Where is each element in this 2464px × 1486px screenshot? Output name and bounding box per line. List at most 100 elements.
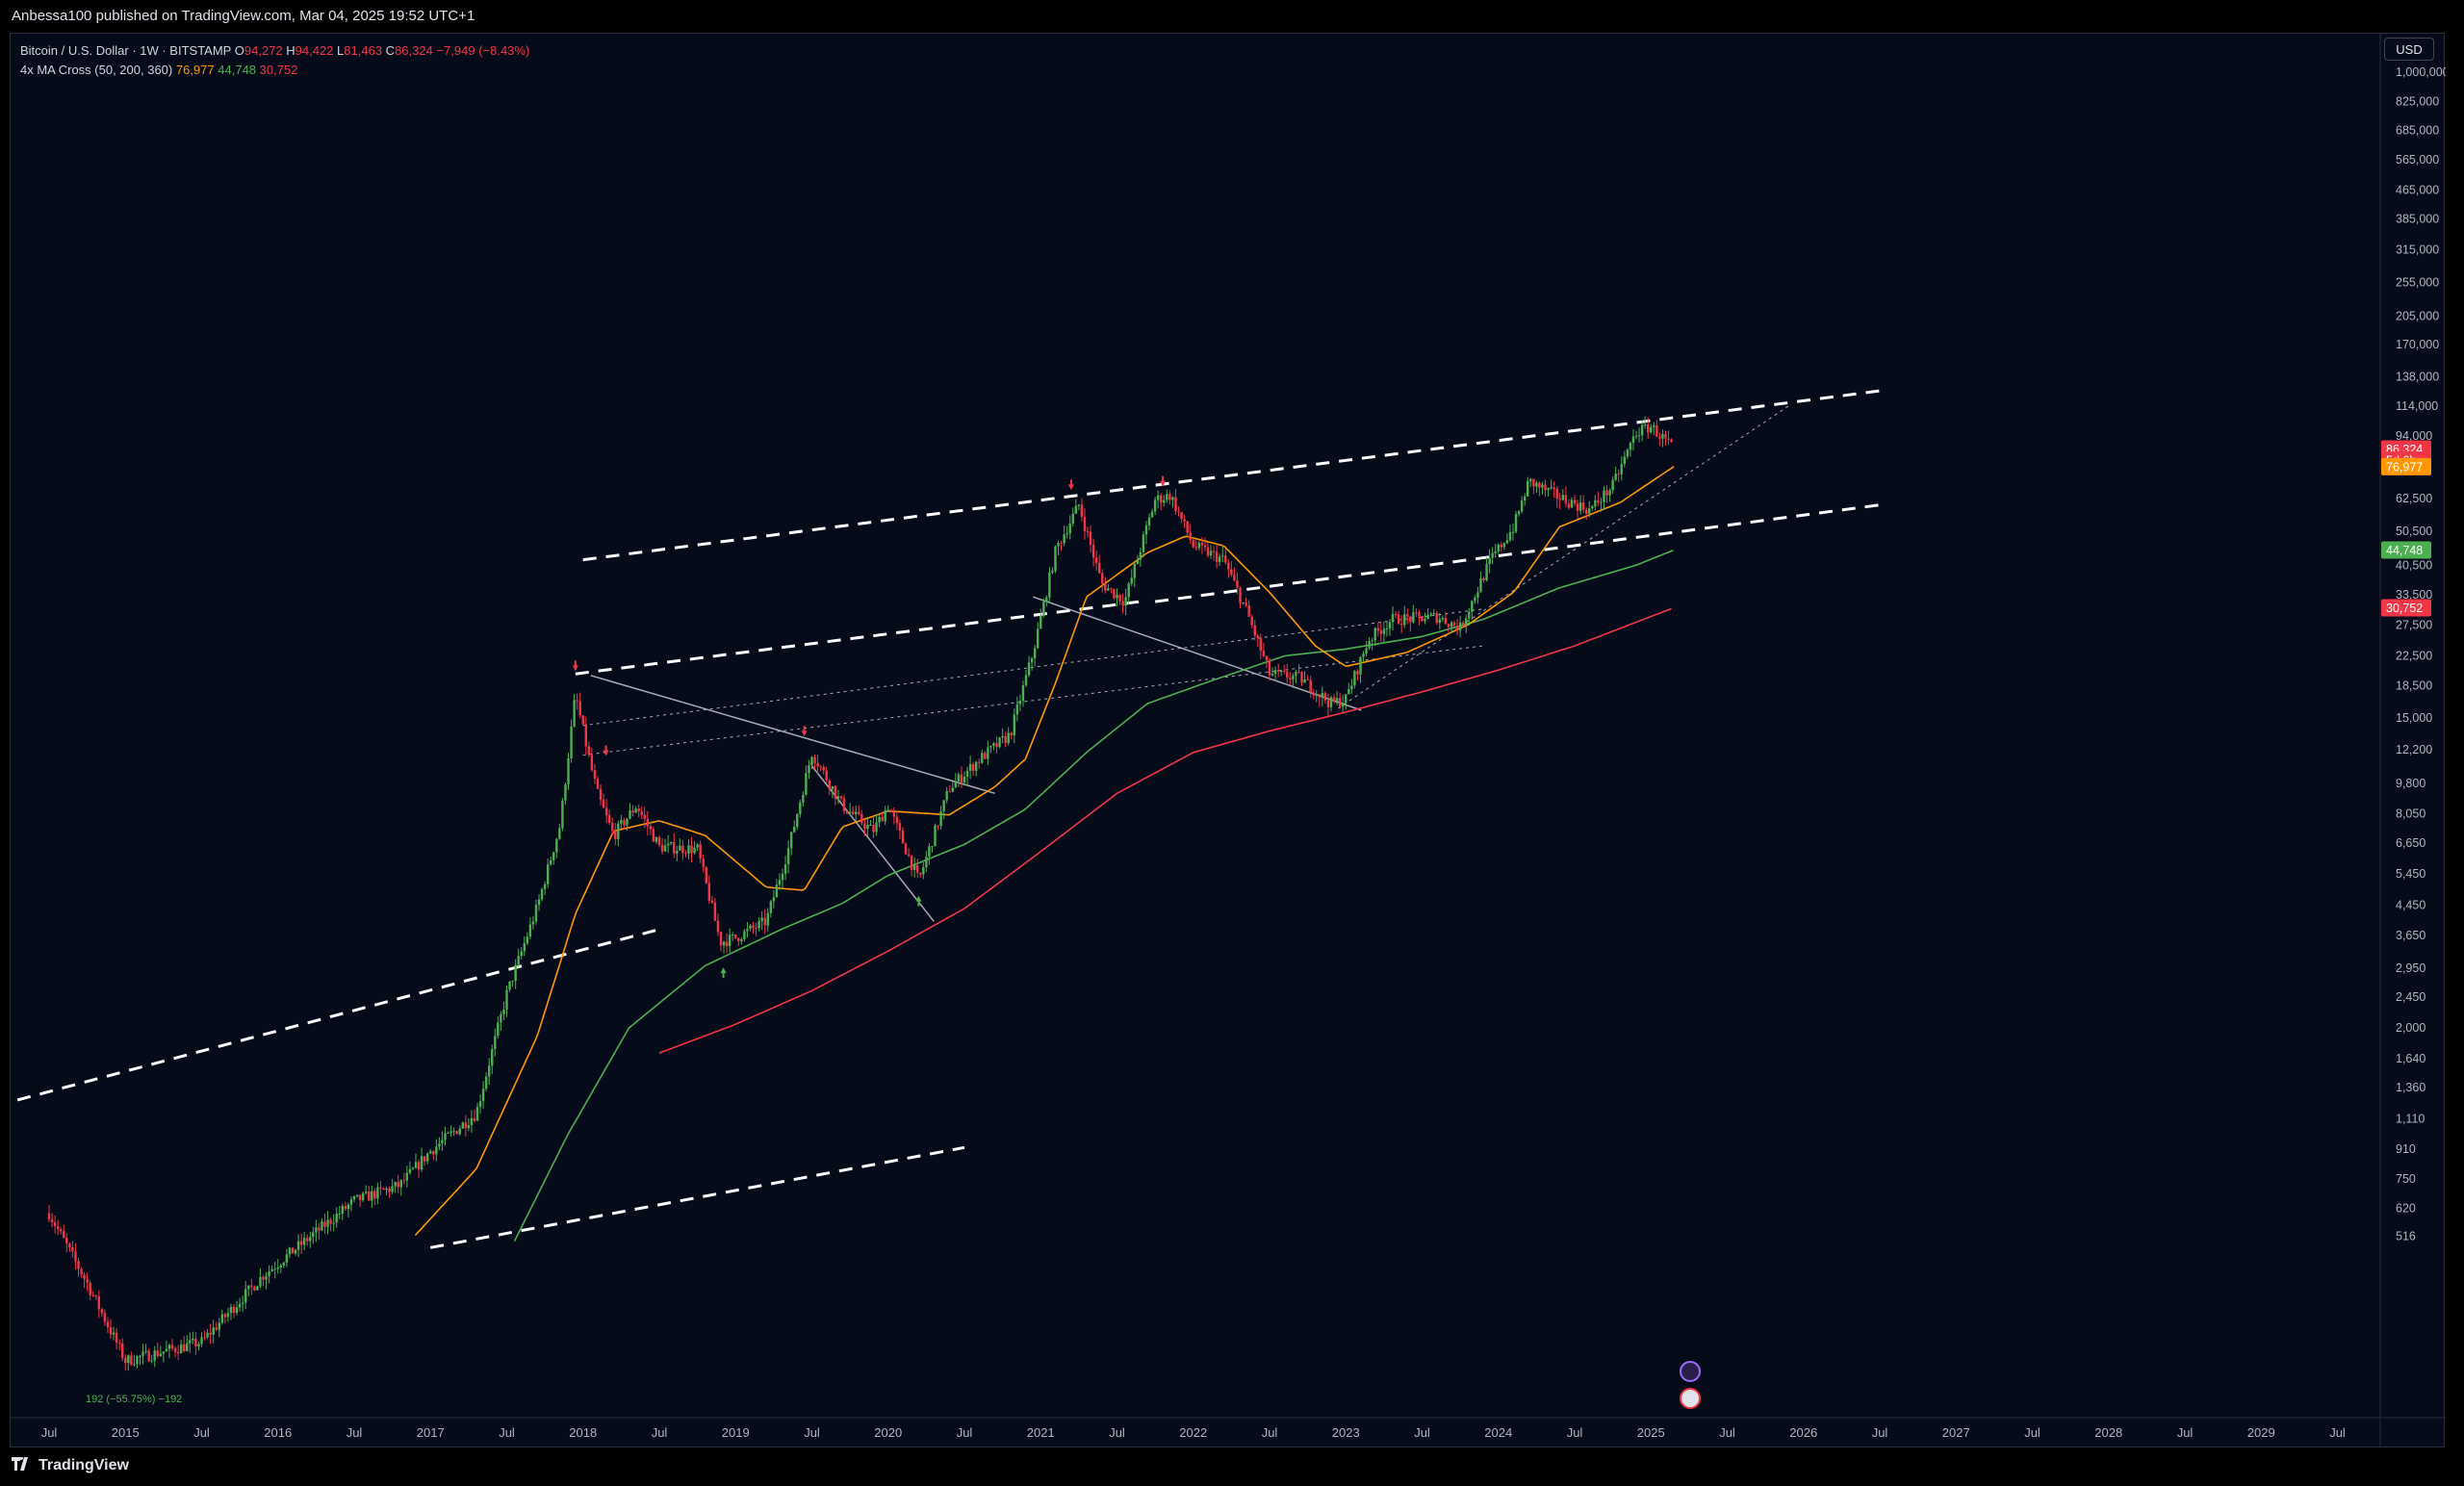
change-value: −7,949 (−8.43%) [436,43,530,58]
candle-body [813,756,816,764]
candle-body [112,1332,116,1335]
candle-body [478,1101,482,1108]
candle-body [86,1278,89,1283]
candle-body [581,715,584,725]
candle-body [1532,478,1535,487]
candle-body [315,1227,318,1233]
candle-body [502,1009,505,1014]
high-label: H [286,43,295,58]
candle-body [937,825,939,827]
candle-body [1309,679,1312,693]
candle-body [1432,613,1435,615]
candle-body [1130,577,1133,584]
x-tick-label: 2022 [1179,1425,1207,1440]
ma50-line [414,466,1675,1237]
candle-body [699,844,702,859]
candle-body [1567,503,1571,508]
flag-event-icon[interactable] [1680,1388,1701,1409]
candle-body [898,823,902,831]
candle-body [291,1247,295,1254]
buy-arrow-marker [720,967,727,979]
candle-body [957,774,961,781]
y-tick-label: 6,650 [2396,836,2426,850]
y-tick-label: 40,500 [2396,558,2432,572]
price-badge-label: 30,752 [2386,602,2423,615]
candle-body [916,865,919,873]
candle-body [799,802,802,814]
chart-pane[interactable]: 1,000,000 825,000 685,000 565,000 465,000 385… [10,33,2446,1448]
candle-body [707,883,711,901]
candle-body [1300,672,1303,683]
candle-body [1245,602,1247,606]
ma200-line [513,550,1674,1243]
candle-body [892,812,896,817]
candle-body [388,1188,391,1192]
price-chart[interactable]: 1,000,000 825,000 685,000 565,000 465,000 385… [11,34,2446,1448]
candle-body [464,1122,468,1129]
candle-body [889,809,892,813]
candle-body [338,1214,341,1216]
candle-body [775,884,779,898]
candle-body [657,837,661,845]
footer: TradingView [0,1448,2464,1486]
candle-body [629,810,631,819]
candle-body [1447,624,1450,628]
candle-body [417,1162,421,1170]
candle-body [1538,482,1541,488]
candle-body [919,872,922,875]
x-tick-label: Jul [1719,1425,1735,1440]
candle-body [1661,434,1664,439]
x-tick-label: Jul [1262,1425,1278,1440]
candle-body [1063,534,1065,544]
candle-body [907,854,911,856]
candle-body [1265,655,1269,661]
y-tick-label: 4,450 [2396,898,2426,911]
candle-body [488,1065,491,1077]
currency-button[interactable]: USD [2384,38,2434,61]
symbol-title[interactable]: Bitcoin / U.S. Dollar · 1W · BITSTAMP [20,43,232,58]
candle-body [1144,525,1148,535]
candle-body [584,724,587,747]
high-value: 94,422 [295,43,334,58]
candle-body [1353,671,1356,686]
candle-body [1160,495,1163,503]
y-tick-label: 315,000 [2396,243,2439,257]
candle-body [68,1243,71,1248]
candle-body [215,1327,218,1330]
candle-body [1584,509,1588,514]
candle-body [382,1188,385,1191]
candle-body [1221,555,1224,557]
candle-body [1371,640,1373,642]
candle-body [71,1247,74,1252]
candle-body [508,981,511,990]
candle-body [144,1350,147,1352]
candle-body [1403,614,1406,626]
candle-body [133,1364,136,1366]
candle-body [473,1117,476,1121]
candle-body [842,798,846,811]
candle-body [47,1213,51,1220]
candle-body [561,800,564,829]
tradingview-logo[interactable]: TradingView [12,1457,129,1474]
candle-body [1570,500,1574,508]
channel-line [575,600,1141,676]
x-tick-label: 2026 [1789,1425,1817,1440]
candle-body [1494,551,1497,553]
sell-arrow-marker [1067,479,1074,491]
candle-body [596,779,600,789]
candle-body [94,1294,97,1297]
candle-body [1295,671,1297,677]
lightning-event-icon[interactable] [1680,1361,1701,1382]
y-tick-label: 94,000 [2396,429,2432,443]
candle-body [1529,478,1532,481]
y-tick-label: 2,950 [2396,961,2426,975]
indicator-title[interactable]: 4x MA Cross (50, 200, 360) [20,63,173,77]
candle-body [1318,694,1322,698]
candle-body [1614,474,1617,480]
candle-body [834,785,837,799]
x-tick-label: 2023 [1332,1425,1360,1440]
candle-body [1239,587,1242,603]
y-tick-label: 3,650 [2396,929,2426,942]
x-tick-label: 2025 [1637,1425,1665,1440]
candle-body [728,935,732,947]
